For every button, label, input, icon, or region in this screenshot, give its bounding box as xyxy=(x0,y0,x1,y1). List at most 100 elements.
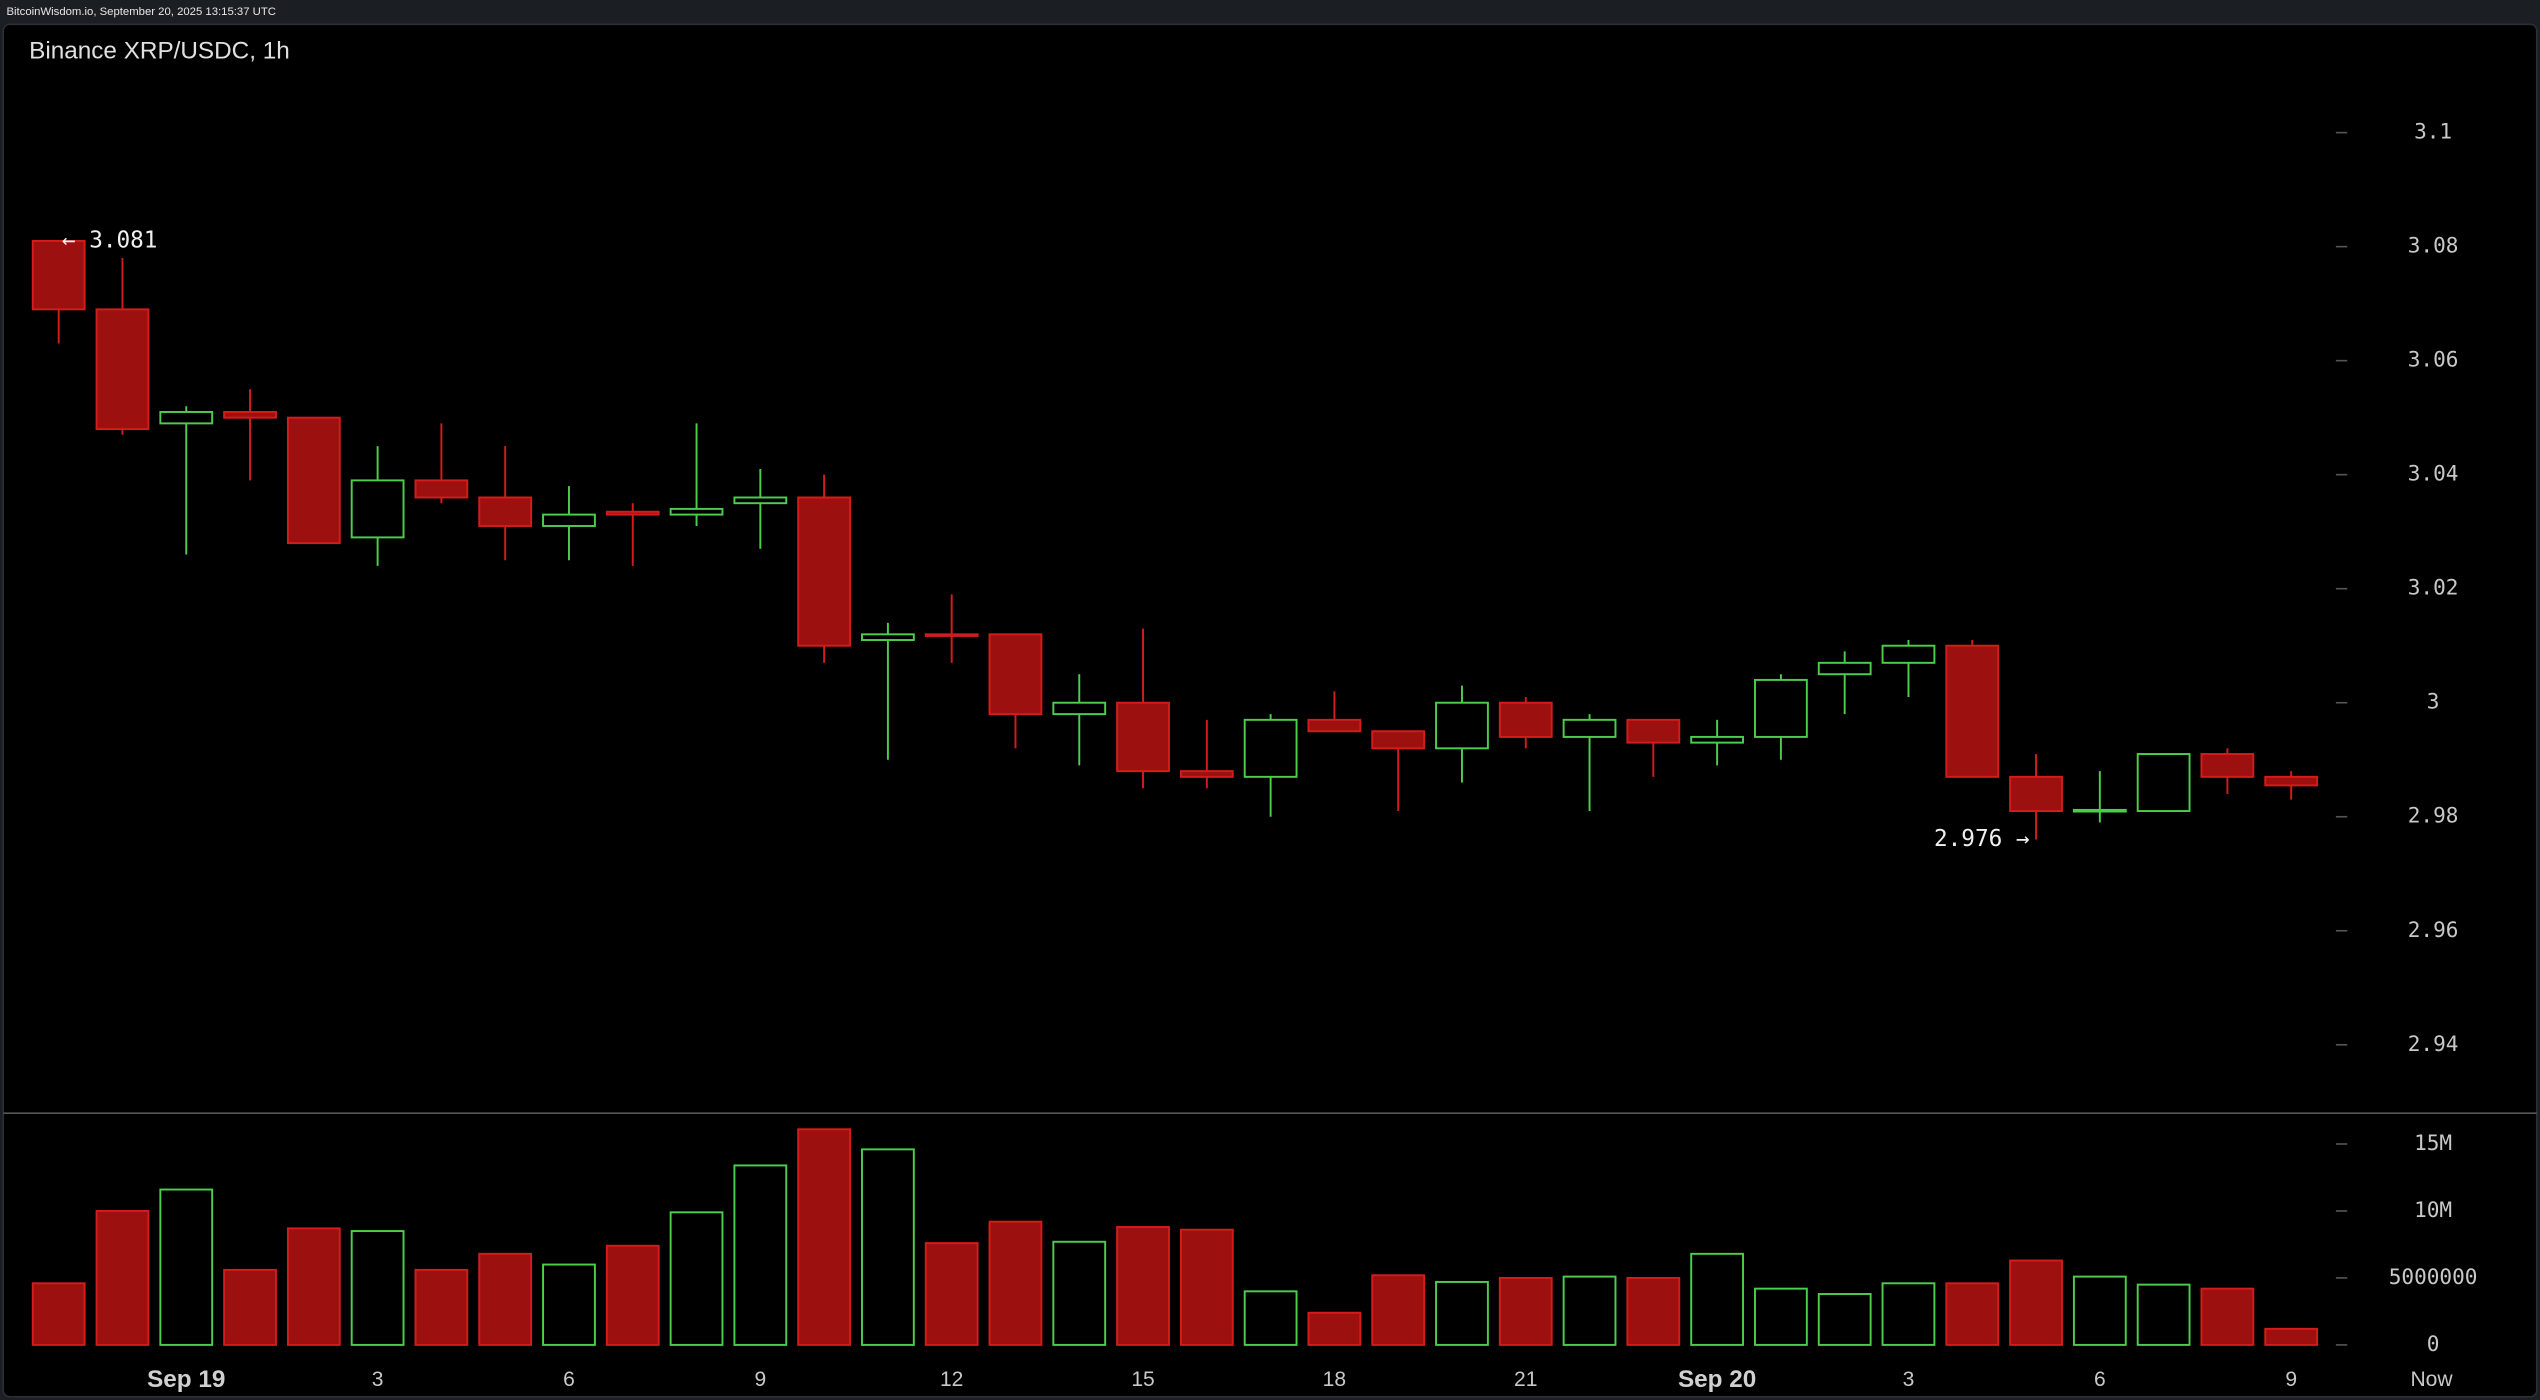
volume-bar xyxy=(1116,1226,1170,1346)
volume-bar xyxy=(95,1209,150,1346)
candle-body xyxy=(414,479,469,499)
volume-bar xyxy=(733,1164,788,1346)
y-tick-label: 3.06 xyxy=(2408,347,2459,372)
candle-body xyxy=(1052,701,1107,716)
x-tick-label: 3 xyxy=(1903,1368,1915,1391)
candle-body xyxy=(542,513,596,527)
volume-bar xyxy=(669,1211,724,1346)
volume-bar xyxy=(159,1188,214,1346)
candle-body xyxy=(1562,718,1617,738)
volume-tick-label: 0 xyxy=(2427,1331,2440,1356)
x-tick-label: 6 xyxy=(2094,1368,2106,1391)
volume-bar xyxy=(1754,1287,1808,1346)
candle-body xyxy=(1116,701,1170,773)
volume-bar xyxy=(1179,1228,1234,1346)
candle-body xyxy=(95,308,150,431)
candle-body xyxy=(1435,701,1489,750)
volume-bar xyxy=(988,1220,1043,1346)
candle-body xyxy=(733,496,788,505)
volume-bar xyxy=(924,1242,979,1346)
volume-bar xyxy=(1307,1311,1362,1346)
chart-title: Binance XRP/USDC, 1h xyxy=(29,37,290,64)
x-tick-label: 15 xyxy=(1131,1368,1154,1391)
y-tick-label: 3 xyxy=(2427,689,2440,714)
volume-bar xyxy=(542,1263,596,1346)
candle-body xyxy=(350,479,405,539)
candle-body xyxy=(1817,661,1872,676)
volume-bar xyxy=(605,1244,660,1346)
volume-bar xyxy=(2200,1287,2255,1346)
volume-bar xyxy=(1881,1282,1936,1346)
y-tick-label: 3.1 xyxy=(2414,119,2452,144)
volume-bar xyxy=(286,1227,341,1346)
x-tick-label: 18 xyxy=(1323,1368,1346,1391)
y-tick-label: 3.04 xyxy=(2408,461,2459,486)
y-tick-label: 3.08 xyxy=(2408,233,2459,258)
volume-bar xyxy=(223,1268,277,1346)
volume-bar xyxy=(1945,1282,2000,1346)
candle-body xyxy=(1626,718,1681,744)
candle-body xyxy=(1179,770,1234,778)
x-tick-label: 3 xyxy=(372,1368,384,1391)
chart-panel xyxy=(2,23,2538,1398)
candle-body xyxy=(1945,644,2000,778)
candle-body xyxy=(669,507,724,516)
x-tick-label: Sep 20 xyxy=(1678,1366,1756,1393)
volume-tick-label: 10M xyxy=(2414,1197,2452,1222)
x-tick-label: 12 xyxy=(940,1368,963,1391)
candle-body xyxy=(2136,753,2191,813)
candle-body xyxy=(1881,644,1936,664)
candle-body xyxy=(223,411,277,419)
x-tick-label: Sep 19 xyxy=(147,1366,225,1393)
volume-bar xyxy=(2136,1283,2191,1346)
volume-bar xyxy=(1052,1240,1107,1346)
candle-body xyxy=(1754,678,1808,738)
volume-bar xyxy=(350,1230,405,1346)
volume-bar xyxy=(1435,1280,1489,1346)
volume-tick-label: 15M xyxy=(2414,1130,2452,1155)
volume-bar xyxy=(2264,1327,2319,1346)
candle-body xyxy=(1371,730,1426,750)
candle-body xyxy=(31,239,86,311)
candle-body xyxy=(1307,718,1362,733)
volume-bar xyxy=(31,1282,86,1346)
x-tick-label: 21 xyxy=(1514,1368,1537,1391)
candle-body xyxy=(924,633,979,637)
candle-body xyxy=(1243,718,1298,778)
candle-body xyxy=(1498,701,1553,738)
candle-body xyxy=(1690,735,1745,744)
candle-body xyxy=(159,411,214,425)
y-tick-label: 2.94 xyxy=(2408,1031,2459,1056)
x-tick-label: 9 xyxy=(2285,1368,2297,1391)
volume-bar xyxy=(861,1148,915,1346)
volume-bar xyxy=(797,1128,852,1346)
candle-body xyxy=(2200,753,2255,778)
candle-body xyxy=(797,496,852,647)
volume-bar xyxy=(1817,1293,1872,1346)
x-tick-label: 6 xyxy=(563,1368,575,1391)
volume-bar xyxy=(478,1252,533,1346)
y-tick-label: 2.96 xyxy=(2408,917,2459,942)
candle-body xyxy=(2264,775,2319,787)
volume-bar xyxy=(2009,1259,2063,1346)
candle-body xyxy=(2072,808,2127,813)
volume-bar xyxy=(2072,1275,2127,1346)
price-annotation: ← 3.081 xyxy=(62,227,158,253)
volume-bar xyxy=(414,1268,469,1346)
candle-body xyxy=(478,496,533,527)
x-tick-label: 9 xyxy=(754,1368,766,1391)
volume-bar xyxy=(1690,1252,1745,1346)
volume-bar xyxy=(1626,1276,1681,1346)
volume-bar xyxy=(1371,1274,1426,1346)
volume-bar xyxy=(1243,1290,1298,1346)
volume-bar xyxy=(1498,1276,1553,1346)
candle-body xyxy=(286,416,341,545)
y-tick-label: 2.98 xyxy=(2408,803,2459,828)
volume-bar xyxy=(1562,1275,1617,1346)
header: BitcoinWisdom.io, September 20, 2025 13:… xyxy=(6,6,275,18)
volume-tick-label: 5000000 xyxy=(2389,1264,2478,1289)
candle-body xyxy=(988,633,1043,716)
y-tick-label: 3.02 xyxy=(2408,575,2459,600)
